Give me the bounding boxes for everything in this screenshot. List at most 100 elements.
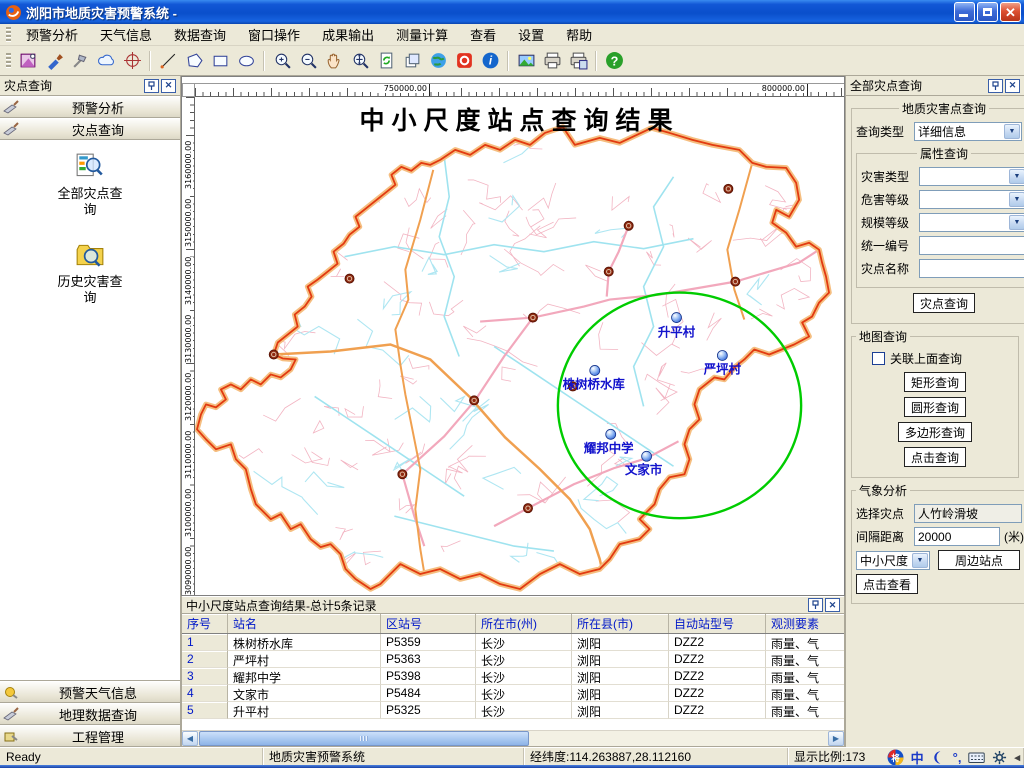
restore-button[interactable] [977, 2, 998, 22]
ime-language-indicator[interactable]: 中 [910, 750, 924, 766]
harm-level-select[interactable]: ▼ [919, 190, 1024, 209]
disaster-point[interactable] [723, 183, 734, 194]
right-panel-close-button[interactable]: ✕ [1005, 78, 1020, 93]
scale-mode-select[interactable]: 中小尺度 ▼ [856, 550, 930, 570]
sidebar-group-project-management[interactable]: 工程管理 [0, 725, 180, 747]
table-row[interactable]: 4 文家市 P5484 长沙 浏阳 DZZ2 雨量、气 [182, 685, 844, 702]
disaster-point[interactable] [397, 469, 408, 480]
disaster-point[interactable] [730, 276, 741, 287]
scrollbar-thumb[interactable] [199, 731, 529, 746]
disaster-query-button[interactable]: 灾点查询 [912, 293, 975, 313]
keyboard-icon[interactable] [968, 750, 986, 765]
info-icon[interactable]: i [477, 48, 503, 73]
sidebar-item-all-disaster-query[interactable]: 全部灾点查询 [54, 152, 126, 218]
copy-layers-icon[interactable] [399, 48, 425, 73]
chevron-down-icon[interactable]: ▼ [912, 552, 928, 568]
table-row[interactable]: 3 耀邦中学 P5398 长沙 浏阳 DZZ2 雨量、气 [182, 668, 844, 685]
click-view-button[interactable]: 点击查看 [856, 574, 919, 594]
satellite-map-icon[interactable] [15, 48, 41, 73]
menu-item-成果输出[interactable]: 成果输出 [322, 28, 375, 43]
polygon-query-button[interactable]: 多边形查询 [897, 422, 972, 442]
rect-query-button[interactable]: 矩形查询 [903, 372, 966, 392]
sidebar-group-geo-data-query[interactable]: 地理数据查询 [0, 703, 180, 725]
unified-code-input[interactable] [919, 236, 1024, 255]
station-marker-株树桥水库[interactable]: 株树桥水库 [563, 365, 626, 391]
sidebar-section-warning-analysis[interactable]: 预警分析 [0, 96, 180, 118]
nearby-stations-button[interactable]: 周边站点 [938, 550, 1020, 570]
column-header-所在市(州)[interactable]: 所在市(州) [476, 614, 572, 633]
chevron-down-icon[interactable]: ▼ [1009, 192, 1024, 207]
column-header-序号[interactable]: 序号 [182, 614, 228, 633]
chevron-down-icon[interactable]: ▼ [1009, 169, 1024, 184]
toolbar-grip-handle[interactable] [6, 52, 11, 69]
ime-badge-icon[interactable]: 将 [887, 749, 904, 766]
link-above-checkbox[interactable] [872, 352, 885, 365]
menu-item-天气信息[interactable]: 天气信息 [100, 28, 153, 43]
ime-fullwidth-moon-icon[interactable] [931, 750, 946, 765]
menu-item-帮助[interactable]: 帮助 [566, 28, 593, 43]
disaster-point[interactable] [344, 273, 355, 284]
table-row[interactable]: 5 升平村 P5325 长沙 浏阳 DZZ2 雨量、气 [182, 702, 844, 719]
bottom-panel-pin-button[interactable] [808, 598, 823, 612]
paint-brush-icon[interactable] [41, 48, 67, 73]
scrollbar-track[interactable] [530, 731, 828, 746]
station-marker-升平村[interactable]: 升平村 [658, 312, 696, 340]
station-marker-文家市[interactable]: 文家市 [625, 450, 663, 477]
chevron-down-icon[interactable]: ▼ [1004, 124, 1020, 139]
zoom-out-icon[interactable] [295, 48, 321, 73]
table-row[interactable]: 1 株树桥水库 P5359 长沙 浏阳 DZZ2 雨量、气 [182, 634, 844, 651]
zoom-extent-icon[interactable] [347, 48, 373, 73]
disaster-name-input[interactable] [919, 259, 1024, 278]
column-header-所在县(市)[interactable]: 所在县(市) [572, 614, 669, 633]
table-row[interactable]: 2 严坪村 P5363 长沙 浏阳 DZZ2 雨量、气 [182, 651, 844, 668]
right-panel-pin-button[interactable] [988, 78, 1003, 93]
map-canvas[interactable]: 中小尺度站点查询结果 [195, 97, 844, 595]
selected-site-field[interactable] [914, 504, 1022, 523]
crosshair-icon[interactable] [119, 48, 145, 73]
circle-query-button[interactable]: 圆形查询 [903, 397, 966, 417]
scroll-right-button[interactable]: ▶ [828, 731, 844, 746]
zoom-in-icon[interactable] [269, 48, 295, 73]
help-icon[interactable]: ? [601, 48, 627, 73]
menu-item-测量计算[interactable]: 测量计算 [396, 28, 449, 43]
menu-item-窗口操作[interactable]: 窗口操作 [248, 28, 301, 43]
rect-tool-icon[interactable] [207, 48, 233, 73]
column-header-区站号[interactable]: 区站号 [381, 614, 476, 633]
line-tool-icon[interactable] [155, 48, 181, 73]
sidebar-section-disaster-query[interactable]: 灾点查询 [0, 118, 180, 140]
globe-icon[interactable] [425, 48, 451, 73]
record-stop-icon[interactable] [451, 48, 477, 73]
ime-punctuation-icon[interactable]: °, [952, 749, 962, 765]
minimize-button[interactable] [954, 2, 975, 22]
sidebar-group-weather-info[interactable]: 预警天气信息 [0, 681, 180, 703]
disaster-point[interactable] [603, 266, 614, 277]
menu-grip-handle[interactable] [6, 26, 11, 43]
query-type-select[interactable]: 详细信息 ▼ [914, 122, 1022, 141]
scroll-left-button[interactable]: ◀ [182, 731, 198, 746]
refresh-view-icon[interactable] [373, 48, 399, 73]
column-header-观测要素[interactable]: 观测要素 [766, 614, 844, 633]
left-panel-pin-button[interactable] [144, 78, 159, 93]
hammer-icon[interactable] [67, 48, 93, 73]
click-query-button[interactable]: 点击查询 [903, 447, 966, 467]
scale-level-select[interactable]: ▼ [919, 213, 1024, 232]
left-panel-close-button[interactable]: ✕ [161, 78, 176, 93]
column-header-站名[interactable]: 站名 [228, 614, 381, 633]
sidebar-item-history-disaster-query[interactable]: 历史灾害查询 [54, 240, 126, 306]
menu-item-查看[interactable]: 查看 [470, 28, 497, 43]
pan-hand-icon[interactable] [321, 48, 347, 73]
disaster-point[interactable] [527, 312, 538, 323]
chevron-down-icon[interactable]: ▼ [1009, 215, 1024, 230]
print-icon[interactable] [539, 48, 565, 73]
disaster-point[interactable] [522, 503, 533, 514]
disaster-point[interactable] [268, 349, 279, 360]
distance-input[interactable] [914, 527, 1000, 546]
menu-item-数据查询[interactable]: 数据查询 [174, 28, 227, 43]
disaster-point[interactable] [623, 220, 634, 231]
cloud-icon[interactable] [93, 48, 119, 73]
polygon-tool-icon[interactable] [181, 48, 207, 73]
station-marker-耀邦中学[interactable]: 耀邦中学 [583, 428, 634, 455]
disaster-type-select[interactable]: ▼ [919, 167, 1024, 186]
menu-item-设置[interactable]: 设置 [518, 28, 545, 43]
gear-icon[interactable] [992, 750, 1007, 765]
